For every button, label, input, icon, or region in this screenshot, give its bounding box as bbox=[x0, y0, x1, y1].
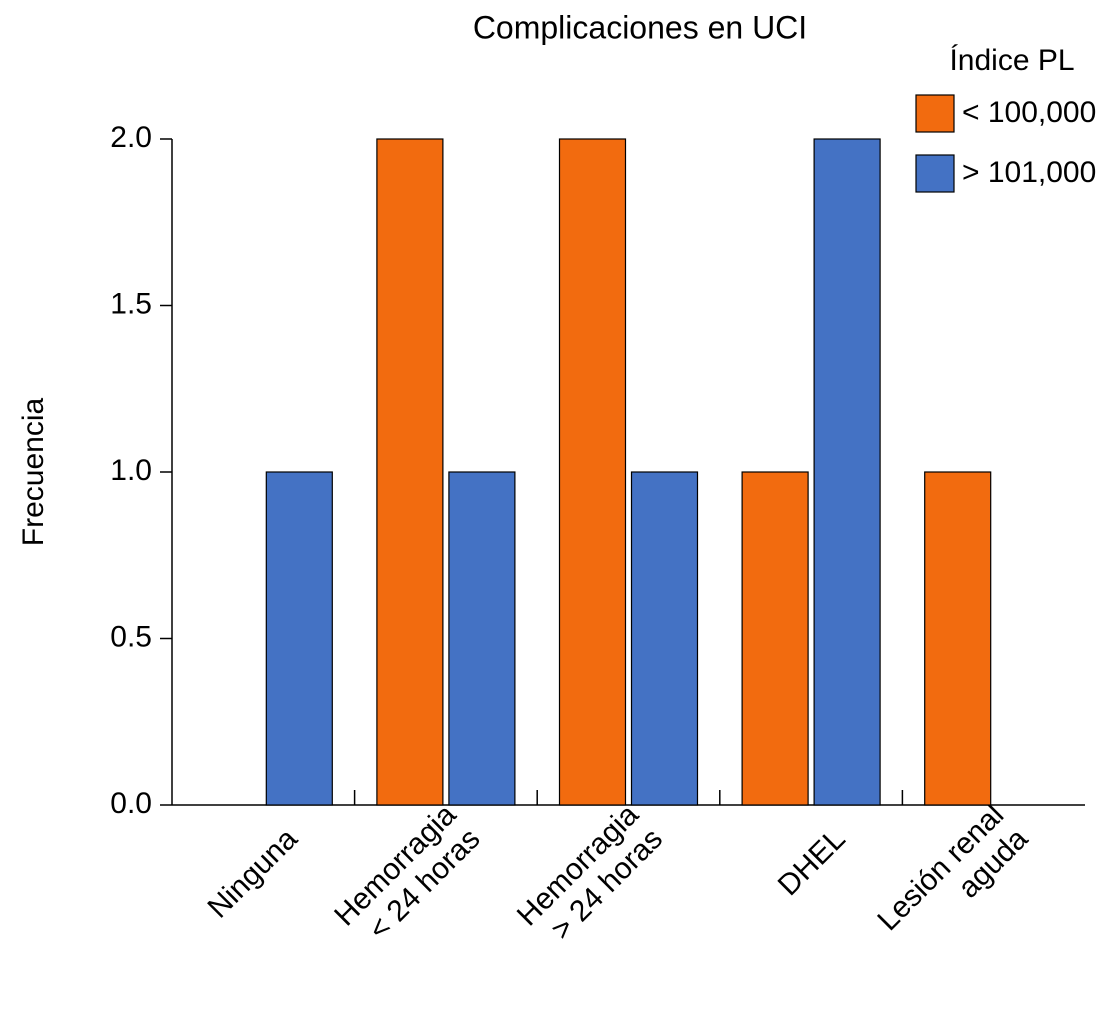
legend-title: Índice PL bbox=[949, 44, 1074, 77]
x-tick-label-line: DHEL bbox=[772, 822, 852, 902]
bar bbox=[924, 471, 992, 806]
bar bbox=[813, 138, 881, 806]
bar bbox=[558, 138, 627, 806]
x-tick-label: Lesión renalaguda bbox=[871, 798, 1034, 961]
legend-label: < 100,000 bbox=[962, 96, 1096, 129]
y-tick-label: 1.0 bbox=[110, 454, 152, 487]
y-axis-label: Frecuencia bbox=[17, 397, 50, 546]
bar bbox=[265, 471, 333, 806]
x-tick-label: Ninguna bbox=[201, 822, 304, 925]
legend-swatch bbox=[915, 94, 955, 133]
legend-label: > 101,000 bbox=[962, 156, 1096, 189]
x-tick-label-line: Ninguna bbox=[201, 822, 304, 925]
legend-swatch bbox=[915, 154, 955, 193]
y-tick-label: 2.0 bbox=[110, 121, 152, 154]
bar bbox=[376, 138, 444, 806]
bar bbox=[448, 471, 516, 806]
bar bbox=[630, 471, 699, 806]
x-tick-label: Hemorragia> 24 horas bbox=[511, 798, 669, 956]
y-tick-label: 0.0 bbox=[110, 787, 152, 820]
x-tick-label: Hemorragia< 24 horas bbox=[328, 798, 486, 956]
y-tick-label: 1.5 bbox=[110, 287, 152, 320]
chart-title: Complicaciones en UCI bbox=[473, 9, 807, 45]
y-tick-label: 0.5 bbox=[110, 620, 152, 653]
x-tick-label: DHEL bbox=[772, 822, 852, 902]
bar bbox=[741, 471, 809, 806]
